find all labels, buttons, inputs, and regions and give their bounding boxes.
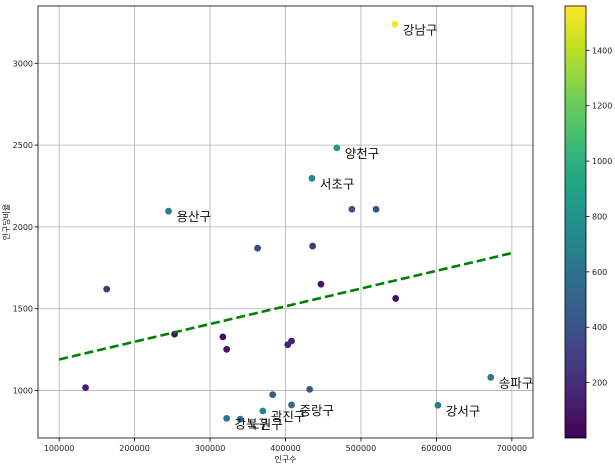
scatter-point — [259, 407, 267, 415]
x-tick-label: 600000 — [421, 444, 452, 453]
y-tick-label: 3000 — [13, 59, 33, 68]
x-tick-label: 500000 — [346, 444, 377, 453]
scatter-point — [103, 285, 111, 293]
x-tick-label: 700000 — [497, 444, 528, 453]
point-label: 강남구 — [403, 22, 438, 37]
scatter-point — [223, 414, 231, 422]
scatter-point — [219, 333, 227, 341]
scatter-point — [288, 401, 295, 409]
scatter-point — [236, 415, 244, 423]
colorbar-tick-label: 1000 — [592, 157, 612, 166]
point-label: 강북구 — [235, 416, 270, 431]
scatter-point — [269, 391, 277, 399]
colorbar-tick-label: 600 — [592, 268, 607, 277]
scatter-point — [391, 20, 399, 28]
point-label: 송파구 — [499, 375, 534, 390]
data-points — [82, 20, 495, 423]
scatter-point — [223, 345, 231, 353]
x-tick-label: 100000 — [44, 444, 75, 453]
x-tick-label: 400000 — [270, 444, 301, 453]
point-label: 서초구 — [320, 176, 355, 191]
y-tick-label: 2500 — [13, 141, 33, 150]
scatter-point — [308, 174, 316, 182]
y-axis-ticks: 1000 1500 2000 2500 3000 — [13, 59, 38, 396]
y-tick-label: 1500 — [13, 305, 33, 314]
scatter-point — [348, 205, 356, 213]
colorbar-tick-label: 1200 — [592, 102, 612, 111]
x-tick-label: 200000 — [119, 444, 150, 453]
scatter-point — [306, 386, 314, 393]
point-label: 강서구 — [446, 403, 481, 418]
scatter-point — [309, 242, 317, 250]
scatter-point — [284, 341, 292, 349]
scatter-point — [333, 144, 341, 152]
x-axis-ticks: 100000 200000 300000 400000 500000 600000 7000… — [44, 438, 527, 453]
y-tick-label: 2000 — [13, 223, 33, 232]
scatter-point — [82, 384, 89, 391]
point-label: 양천구 — [345, 146, 380, 161]
y-tick-label: 1000 — [13, 387, 33, 396]
scatter-point — [317, 280, 325, 288]
colorbar-tick-label: 800 — [592, 212, 607, 221]
grid — [38, 6, 533, 438]
scatter-point — [165, 207, 172, 215]
point-label: 광진구 — [271, 409, 306, 424]
x-tick-label: 300000 — [195, 444, 226, 453]
scatter-point — [372, 205, 380, 213]
y-axis-label: 인구당비율 — [1, 204, 11, 241]
scatter-point — [254, 244, 261, 252]
point-label: 노원구 — [248, 417, 283, 432]
colorbar: 200 400 600 800 1000 1200 1400 — [564, 5, 612, 439]
point-label: 용산구 — [177, 209, 212, 224]
scatter-point — [392, 295, 400, 302]
point-label: 중랑구 — [300, 403, 335, 418]
colorbar-tick-label: 200 — [592, 379, 607, 388]
colorbar-ticks: 200 400 600 800 1000 1200 1400 — [586, 46, 612, 388]
colorbar-scale — [564, 5, 587, 439]
scatter-point — [487, 373, 495, 381]
colorbar-tick-label: 1400 — [592, 46, 612, 55]
scatter-point — [434, 401, 442, 409]
colorbar-tick-label: 400 — [592, 323, 607, 332]
x-axis-label: 인구수 — [274, 454, 296, 464]
